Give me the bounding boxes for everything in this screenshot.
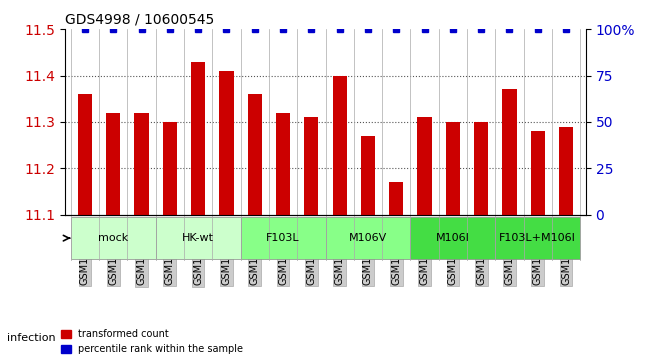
Legend: transformed count, percentile rank within the sample: transformed count, percentile rank withi… — [57, 326, 247, 358]
FancyBboxPatch shape — [156, 217, 241, 259]
Text: GDS4998 / 10600545: GDS4998 / 10600545 — [65, 12, 214, 26]
Bar — [106, 113, 120, 215]
Bar — [219, 71, 234, 215]
FancyBboxPatch shape — [326, 217, 410, 259]
FancyBboxPatch shape — [495, 217, 580, 259]
Bar — [135, 113, 148, 215]
Bar — [191, 62, 205, 215]
Text: infection: infection — [7, 333, 55, 343]
Text: F103L: F103L — [266, 233, 300, 243]
Bar — [474, 122, 488, 215]
FancyBboxPatch shape — [71, 217, 156, 259]
Text: M106V: M106V — [349, 233, 387, 243]
Bar — [503, 89, 516, 215]
Bar — [446, 122, 460, 215]
Text: HK-wt: HK-wt — [182, 233, 214, 243]
Bar — [333, 76, 347, 215]
Bar — [531, 131, 545, 215]
Bar — [559, 127, 573, 215]
Text: F103L+M106I: F103L+M106I — [499, 233, 576, 243]
Bar — [276, 113, 290, 215]
FancyBboxPatch shape — [241, 217, 326, 259]
Bar — [417, 117, 432, 215]
Bar — [163, 122, 177, 215]
FancyBboxPatch shape — [410, 217, 495, 259]
Bar — [361, 136, 375, 215]
Bar — [247, 94, 262, 215]
Text: mock: mock — [98, 233, 128, 243]
Bar — [389, 182, 404, 215]
Text: M106I: M106I — [436, 233, 470, 243]
Bar — [304, 117, 318, 215]
Bar — [78, 94, 92, 215]
